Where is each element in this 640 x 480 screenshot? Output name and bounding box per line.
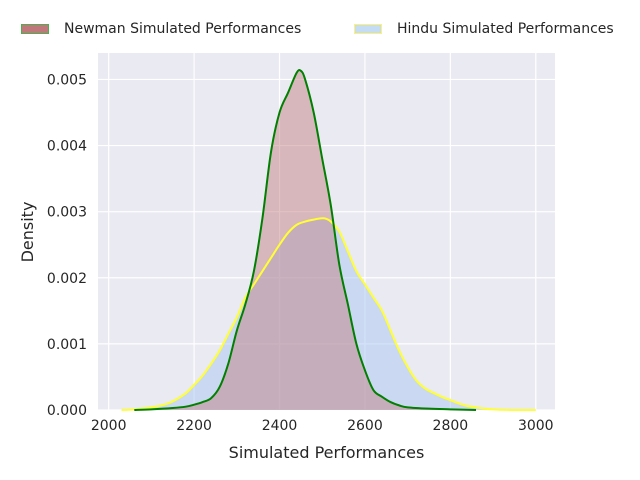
legend-label-newman: Newman Simulated Performances xyxy=(64,21,302,37)
x-tick-label: 2200 xyxy=(176,418,212,434)
x-tick-label: 3000 xyxy=(518,418,554,434)
legend-entry-hindu: Hindu Simulated Performances xyxy=(354,21,614,37)
y-tick-label: 0.000 xyxy=(47,403,87,419)
series-line-newman xyxy=(134,69,477,411)
x-tick-label: 2400 xyxy=(262,418,298,434)
x-tick-labels: 2000 2200 2400 2600 2800 3000 xyxy=(91,418,554,434)
x-tick-label: 2800 xyxy=(433,418,469,434)
y-tick-label: 0.005 xyxy=(47,72,87,88)
series-fill-newman xyxy=(134,70,476,411)
y-tick-label: 0.001 xyxy=(47,337,87,353)
legend: Newman Simulated Performances Hindu Simu… xyxy=(0,21,640,41)
series-fills xyxy=(121,70,536,411)
legend-entry-newman: Newman Simulated Performances xyxy=(21,21,301,37)
legend-swatch-newman xyxy=(21,24,49,34)
x-axis-label: Simulated Performances xyxy=(229,443,425,462)
series-lines xyxy=(121,69,536,411)
series-fill-hindu xyxy=(121,218,536,410)
x-tick-label: 2600 xyxy=(347,418,383,434)
y-tick-labels: 0.000 0.001 0.002 0.003 0.004 0.005 xyxy=(47,72,87,419)
y-tick-label: 0.002 xyxy=(47,271,87,287)
legend-label-hindu: Hindu Simulated Performances xyxy=(397,21,614,37)
series-line-hindu xyxy=(121,217,536,411)
y-tick-label: 0.004 xyxy=(47,139,87,155)
legend-swatch-hindu xyxy=(354,24,382,34)
y-axis-label: Density xyxy=(18,202,37,263)
y-tick-label: 0.003 xyxy=(47,205,87,221)
x-tick-label: 2000 xyxy=(91,418,127,434)
